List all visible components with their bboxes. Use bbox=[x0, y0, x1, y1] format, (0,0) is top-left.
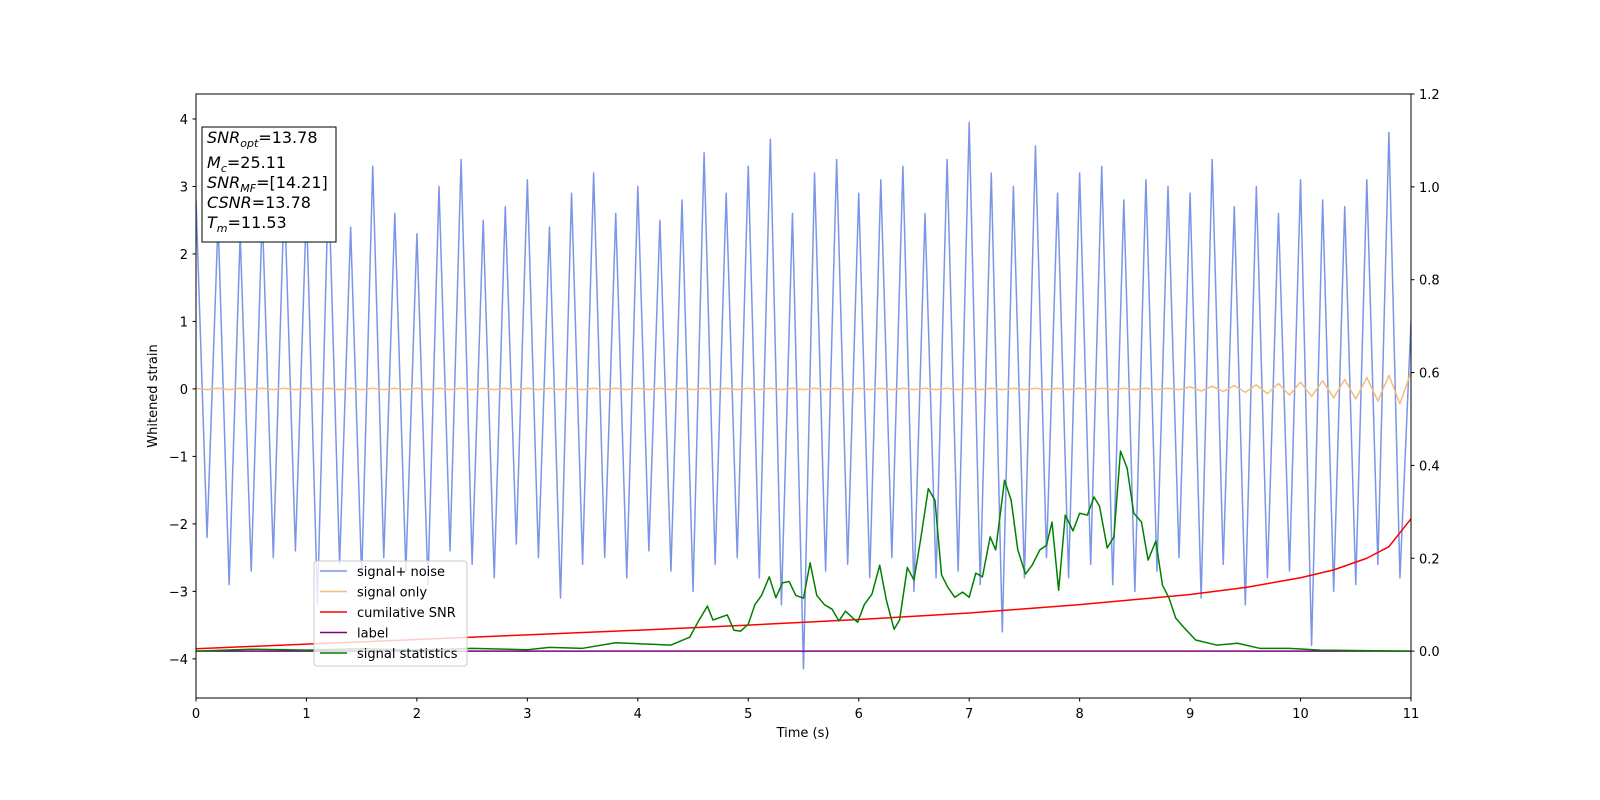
annotation: SNRMF=[14.21] bbox=[207, 173, 328, 195]
series-line bbox=[196, 121, 1411, 670]
annotation-symbol: CSNR bbox=[207, 193, 252, 212]
y2-tick-label: 0.2 bbox=[1419, 552, 1440, 567]
x-tick-label: 3 bbox=[523, 707, 531, 722]
x-tick-label: 6 bbox=[855, 707, 863, 722]
x-tick-label: 5 bbox=[744, 707, 752, 722]
y-axis-label: Whitened strain bbox=[146, 344, 161, 447]
legend-label: signal statistics bbox=[357, 647, 458, 662]
annotation-subscript: m bbox=[217, 222, 228, 235]
annotation-value: =25.11 bbox=[227, 153, 286, 172]
annotation: CSNR=13.78 bbox=[207, 193, 311, 212]
annotation-symbol: M bbox=[207, 153, 221, 172]
y2-tick-label: 1.0 bbox=[1419, 181, 1440, 196]
legend-frame bbox=[313, 560, 468, 667]
y-tick-label: −4 bbox=[169, 653, 188, 668]
x-tick-label: 1 bbox=[302, 707, 310, 722]
legend-label: cumilative SNR bbox=[357, 606, 456, 621]
x-tick-label: 2 bbox=[413, 707, 421, 722]
x-tick-label: 11 bbox=[1403, 707, 1420, 722]
annotation-subscript: c bbox=[221, 162, 227, 175]
y-tick-label: 0 bbox=[180, 383, 188, 398]
x-tick-label: 8 bbox=[1075, 707, 1083, 722]
x-tick-label: 9 bbox=[1186, 707, 1194, 722]
y-tick-label: 3 bbox=[180, 180, 188, 195]
annotation: Mc=25.11 bbox=[207, 153, 286, 175]
annotation-value: =13.78 bbox=[258, 128, 317, 147]
series-line bbox=[196, 518, 1411, 650]
annotation-subscript: opt bbox=[240, 137, 259, 150]
legend-label: label bbox=[357, 627, 388, 642]
legend-label: signal only bbox=[357, 586, 427, 601]
y-tick-label: −2 bbox=[169, 518, 188, 533]
y2-tick-label: 0.0 bbox=[1419, 645, 1440, 660]
y-tick-label: 1 bbox=[180, 315, 188, 330]
annotation-value: =13.78 bbox=[252, 193, 311, 212]
annotation-symbol: SNR bbox=[207, 128, 240, 147]
y2-tick-label: 0.8 bbox=[1419, 274, 1440, 289]
x-axis-label: Time (s) bbox=[776, 726, 830, 741]
legend: signal+ noise signal only cumilative SNR la… bbox=[313, 560, 468, 667]
annotation-box: SNRopt=13.78Mc=25.11SNRMF=[14.21]CSNR=13… bbox=[201, 126, 337, 243]
y-tick-label: −3 bbox=[169, 585, 188, 600]
x-tick-label: 10 bbox=[1292, 707, 1309, 722]
annotation-subscript: MF bbox=[240, 182, 256, 195]
y-tick-label: 2 bbox=[180, 248, 188, 263]
annotation-symbol: T bbox=[207, 213, 218, 232]
annotation-value: =11.53 bbox=[228, 213, 287, 232]
annotation: SNRopt=13.78 bbox=[207, 128, 318, 150]
y2-tick-label: 0.6 bbox=[1419, 367, 1440, 382]
annotation: Tm=11.53 bbox=[207, 213, 287, 235]
x-tick-label: 4 bbox=[634, 707, 642, 722]
y2-tick-label: 1.2 bbox=[1419, 88, 1440, 103]
annotation-value: =[14.21] bbox=[256, 173, 328, 192]
y-tick-label: −1 bbox=[169, 450, 188, 465]
series-line bbox=[196, 371, 1411, 405]
annotation-frame bbox=[201, 126, 337, 243]
axes-frame bbox=[195, 93, 1412, 699]
y2-tick-label: 0.4 bbox=[1419, 459, 1440, 474]
y-tick-label: 4 bbox=[180, 113, 188, 128]
annotation-symbol: SNR bbox=[207, 173, 240, 192]
x-tick-label: 0 bbox=[192, 707, 200, 722]
series-line bbox=[196, 450, 1411, 652]
legend-label: signal+ noise bbox=[357, 565, 445, 580]
x-tick-label: 7 bbox=[965, 707, 973, 722]
